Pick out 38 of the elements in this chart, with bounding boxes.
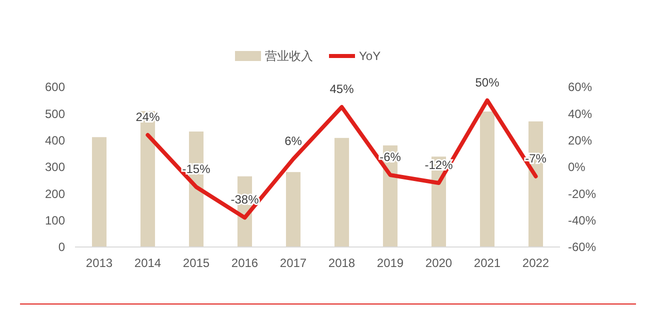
y-tick-label: 600 — [44, 80, 66, 94]
x-tick-label: 2013 — [86, 256, 113, 270]
bar — [480, 112, 495, 247]
x-tick-label: 2014 — [134, 256, 162, 270]
y-tick-label: 100 — [44, 214, 66, 228]
x-tick-label: 2018 — [328, 256, 356, 270]
y2-tick-label: 20% — [568, 134, 592, 148]
data-label: 6% — [284, 134, 302, 148]
data-label: -6% — [380, 150, 402, 164]
y2-tick-label: 40% — [568, 106, 592, 121]
data-label: -15% — [182, 162, 211, 176]
y2-tick-label: -60% — [568, 240, 596, 254]
data-label: 45% — [330, 82, 354, 96]
data-label: 24% — [136, 110, 160, 124]
bar — [286, 172, 301, 247]
y2-tick-label: 0% — [568, 160, 586, 174]
y2-tick-label: -40% — [568, 214, 596, 228]
x-tick-label: 2017 — [280, 256, 307, 270]
data-label: 50% — [475, 75, 500, 90]
data-label: -38% — [230, 192, 260, 207]
x-tick-label: 2022 — [522, 256, 550, 270]
legend-label: 营业收入 — [265, 49, 313, 64]
y-tick-label: 400 — [44, 134, 66, 148]
y-tick-label: 500 — [44, 106, 66, 121]
bar — [92, 137, 107, 247]
y-tick-label: 200 — [44, 186, 66, 201]
x-tick-label: 2016 — [231, 256, 258, 270]
x-tick-label: 2019 — [376, 256, 404, 270]
x-tick-label: 2021 — [474, 256, 501, 270]
x-tick-label: 2020 — [425, 256, 452, 270]
data-label: -7% — [525, 151, 547, 166]
y2-tick-label: 60% — [568, 80, 592, 94]
y-tick-label: 0 — [58, 240, 66, 254]
legend-label: YoY — [359, 49, 381, 64]
x-tick-label: 2015 — [182, 256, 210, 270]
bar — [334, 138, 350, 247]
y2-tick-label: -20% — [568, 186, 596, 201]
y-tick-label: 300 — [44, 160, 66, 174]
